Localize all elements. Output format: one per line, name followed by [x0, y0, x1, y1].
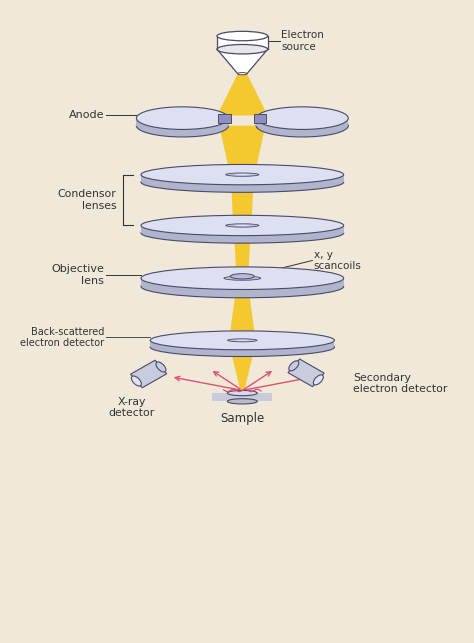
Ellipse shape	[234, 278, 251, 279]
Ellipse shape	[236, 340, 249, 341]
Ellipse shape	[141, 275, 344, 298]
Ellipse shape	[141, 223, 344, 243]
Ellipse shape	[156, 362, 166, 372]
Polygon shape	[150, 340, 335, 347]
Polygon shape	[234, 233, 251, 276]
Polygon shape	[212, 393, 272, 401]
Polygon shape	[137, 118, 228, 125]
Ellipse shape	[235, 174, 250, 175]
Ellipse shape	[256, 114, 348, 137]
Polygon shape	[288, 359, 324, 386]
Ellipse shape	[256, 107, 348, 129]
Polygon shape	[219, 125, 265, 172]
Text: Back-scattered
electron detector: Back-scattered electron detector	[20, 327, 104, 348]
Ellipse shape	[230, 274, 255, 279]
Ellipse shape	[137, 107, 228, 129]
Polygon shape	[217, 50, 268, 74]
Text: X-ray
detector: X-ray detector	[109, 397, 155, 419]
Polygon shape	[230, 347, 255, 395]
Ellipse shape	[228, 339, 257, 342]
Ellipse shape	[228, 390, 257, 395]
Polygon shape	[217, 36, 268, 50]
Polygon shape	[256, 118, 348, 125]
Ellipse shape	[137, 114, 228, 137]
Polygon shape	[219, 114, 231, 123]
Polygon shape	[141, 226, 344, 233]
Ellipse shape	[217, 44, 268, 54]
Polygon shape	[254, 114, 266, 123]
Ellipse shape	[289, 361, 299, 371]
Polygon shape	[229, 287, 255, 338]
Text: Condensor
lenses: Condensor lenses	[58, 189, 117, 211]
Ellipse shape	[141, 172, 344, 192]
Ellipse shape	[217, 32, 268, 41]
Ellipse shape	[141, 215, 344, 235]
Text: x, y
scancoils: x, y scancoils	[314, 249, 362, 271]
Text: Anode: Anode	[69, 110, 104, 120]
Ellipse shape	[313, 375, 323, 385]
Text: Electron
source: Electron source	[282, 30, 324, 51]
Ellipse shape	[228, 399, 257, 404]
Text: Objective
lens: Objective lens	[51, 264, 104, 286]
Text: Secondary
electron detector: Secondary electron detector	[353, 373, 447, 394]
Polygon shape	[231, 182, 254, 226]
Ellipse shape	[224, 276, 261, 280]
Ellipse shape	[238, 73, 247, 75]
Text: Sample: Sample	[220, 412, 264, 425]
Ellipse shape	[226, 224, 259, 227]
Polygon shape	[130, 360, 167, 388]
Polygon shape	[141, 278, 344, 287]
Ellipse shape	[226, 173, 259, 176]
Ellipse shape	[150, 331, 335, 350]
Ellipse shape	[141, 267, 344, 289]
Polygon shape	[141, 175, 344, 182]
Polygon shape	[217, 74, 268, 116]
Ellipse shape	[141, 165, 344, 185]
Ellipse shape	[131, 376, 141, 386]
Ellipse shape	[235, 225, 250, 226]
Ellipse shape	[150, 338, 335, 356]
